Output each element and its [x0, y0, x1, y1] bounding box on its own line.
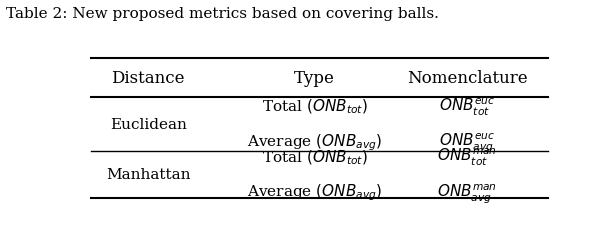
- Text: Total $(ONB_{tot})$: Total $(ONB_{tot})$: [262, 148, 368, 166]
- Text: Table 2: New proposed metrics based on covering balls.: Table 2: New proposed metrics based on c…: [6, 7, 439, 21]
- Text: Nomenclature: Nomenclature: [406, 70, 527, 87]
- Text: $ONB^{euc}_{tot}$: $ONB^{euc}_{tot}$: [439, 96, 495, 117]
- Text: Distance: Distance: [111, 70, 185, 87]
- Text: Euclidean: Euclidean: [110, 117, 187, 131]
- Text: $ONB^{man}_{avg}$: $ONB^{man}_{avg}$: [437, 181, 497, 204]
- Text: $ONB^{man}_{tot}$: $ONB^{man}_{tot}$: [437, 147, 497, 168]
- Text: Type: Type: [294, 70, 335, 87]
- Text: $ONB^{euc}_{avg}$: $ONB^{euc}_{avg}$: [439, 131, 495, 153]
- Text: Total $(ONB_{tot})$: Total $(ONB_{tot})$: [262, 98, 368, 116]
- Text: Average $(ONB_{avg})$: Average $(ONB_{avg})$: [247, 182, 383, 203]
- Text: Average $(ONB_{avg})$: Average $(ONB_{avg})$: [247, 132, 383, 152]
- Text: Manhattan: Manhattan: [106, 168, 190, 182]
